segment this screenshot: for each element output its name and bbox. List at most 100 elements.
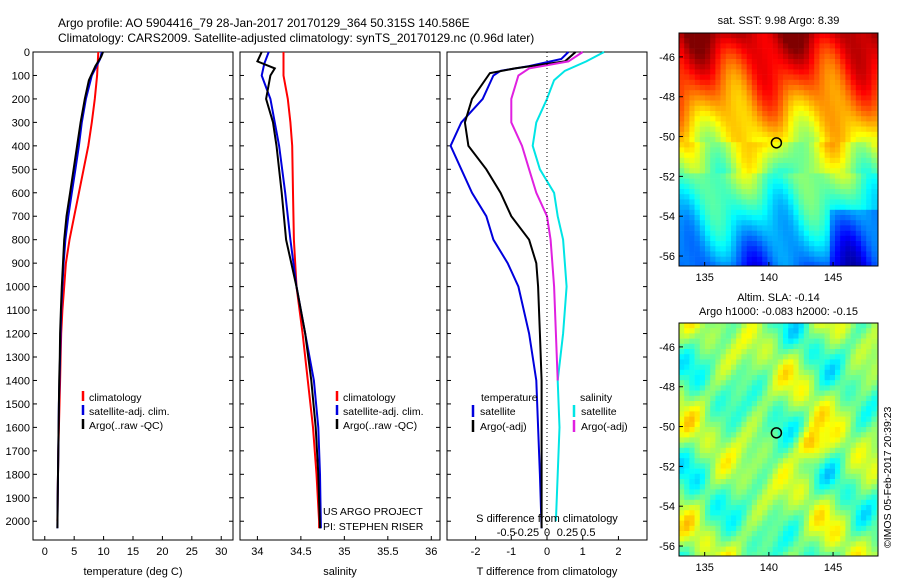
heatmap-cell <box>751 494 758 501</box>
top-x-tick-label: 0 <box>544 527 550 539</box>
heatmap-cell <box>705 551 711 556</box>
heatmap-cell <box>757 505 763 511</box>
heatmap-cell <box>694 85 701 91</box>
heatmap-cell <box>809 137 815 143</box>
heatmap-cell <box>705 209 711 216</box>
heatmap-cell <box>814 189 820 195</box>
heatmap-cell <box>876 261 878 266</box>
heatmap-cell <box>736 235 742 242</box>
heatmap-cell <box>803 546 810 553</box>
heatmap-cell <box>715 323 721 329</box>
heatmap-cell <box>814 194 820 200</box>
heatmap-cell <box>819 53 825 60</box>
heatmap-cell <box>720 551 727 556</box>
heatmap-cell <box>861 173 867 179</box>
heatmap-cell <box>793 427 799 433</box>
heatmap-cell <box>798 157 805 164</box>
heatmap-cell <box>679 241 685 247</box>
heatmap-cell <box>829 137 836 143</box>
heatmap-cell <box>684 183 690 190</box>
heatmap-cell <box>767 375 773 381</box>
heatmap-cell <box>741 241 747 247</box>
heatmap-cell <box>861 116 867 122</box>
heatmap-cell <box>840 69 846 75</box>
heatmap-cell <box>861 323 867 329</box>
heatmap-cell <box>824 546 831 553</box>
heatmap-cell <box>871 85 877 91</box>
heatmap-cell <box>751 427 758 433</box>
heatmap-cell <box>705 194 711 200</box>
heatmap-cell <box>783 100 789 107</box>
heatmap-cell <box>871 447 877 454</box>
heatmap-cell <box>694 230 701 237</box>
heatmap-cell <box>845 256 851 263</box>
heatmap-cell <box>710 333 716 339</box>
heatmap-cell <box>783 178 789 185</box>
heatmap-cell <box>694 546 701 553</box>
heatmap-cell <box>819 473 825 480</box>
heatmap-cell <box>871 333 877 339</box>
heatmap-cell <box>725 69 732 75</box>
heatmap-cell <box>845 551 851 556</box>
heatmap-cell <box>772 95 779 101</box>
heatmap-cell <box>871 349 877 355</box>
heatmap-cell <box>741 343 747 350</box>
heatmap-cell <box>679 111 685 117</box>
heatmap-cell <box>710 142 716 148</box>
heatmap-cell <box>814 251 820 257</box>
heatmap-cell <box>684 225 690 231</box>
heatmap-cell <box>824 328 831 334</box>
heatmap-cell <box>741 126 747 133</box>
heatmap-cell <box>757 251 763 257</box>
heatmap-cell <box>783 235 789 242</box>
heatmap-cell <box>798 241 805 247</box>
heatmap-cell <box>715 437 721 443</box>
heatmap-cell <box>762 121 768 127</box>
heatmap-cell <box>788 401 794 407</box>
heatmap-cell <box>710 137 716 143</box>
heatmap-cell <box>751 126 758 133</box>
heatmap-cell <box>694 505 701 511</box>
heatmap-cell <box>835 364 841 371</box>
heatmap-cell <box>788 343 794 350</box>
heatmap-cell <box>705 458 711 464</box>
heatmap-cell <box>699 173 706 179</box>
heatmap-cell <box>679 142 685 148</box>
heatmap-cell <box>803 131 810 138</box>
heatmap-cell <box>684 447 690 454</box>
heatmap-cell <box>809 74 815 81</box>
heatmap-cell <box>829 95 836 101</box>
heatmap-cell <box>710 494 716 501</box>
heatmap-cell <box>699 43 706 49</box>
heatmap-cell <box>762 536 768 542</box>
heatmap-cell <box>845 105 851 112</box>
heatmap-cell <box>731 100 737 107</box>
heatmap-cell <box>845 225 851 231</box>
heatmap-cell <box>746 157 753 164</box>
heatmap-cell <box>803 395 810 402</box>
heatmap-cell <box>679 375 685 381</box>
heatmap-cell <box>855 458 862 464</box>
heatmap-cell <box>699 385 706 391</box>
heatmap-cell <box>762 189 768 195</box>
heatmap-cell <box>725 100 732 107</box>
heatmap-cell <box>715 43 721 49</box>
heatmap-cell <box>715 411 721 417</box>
heatmap-cell <box>850 416 857 423</box>
heatmap-cell <box>710 95 716 101</box>
heatmap-cell <box>725 541 732 547</box>
heatmap-cell <box>793 173 799 179</box>
heatmap-cell <box>731 354 737 360</box>
heatmap-cell <box>814 142 820 148</box>
heatmap-cell <box>840 126 846 133</box>
heatmap-cell <box>824 432 831 438</box>
heatmap-cell <box>819 142 825 148</box>
heatmap-cell <box>803 209 810 216</box>
heatmap-cell <box>803 48 810 55</box>
heatmap-cell <box>783 390 789 397</box>
heatmap-cell <box>699 432 706 438</box>
legend-entry: Argo(-adj) <box>581 421 628 433</box>
heatmap-cell <box>783 95 789 101</box>
heatmap-cell <box>751 241 758 247</box>
heatmap-cell <box>741 225 747 231</box>
